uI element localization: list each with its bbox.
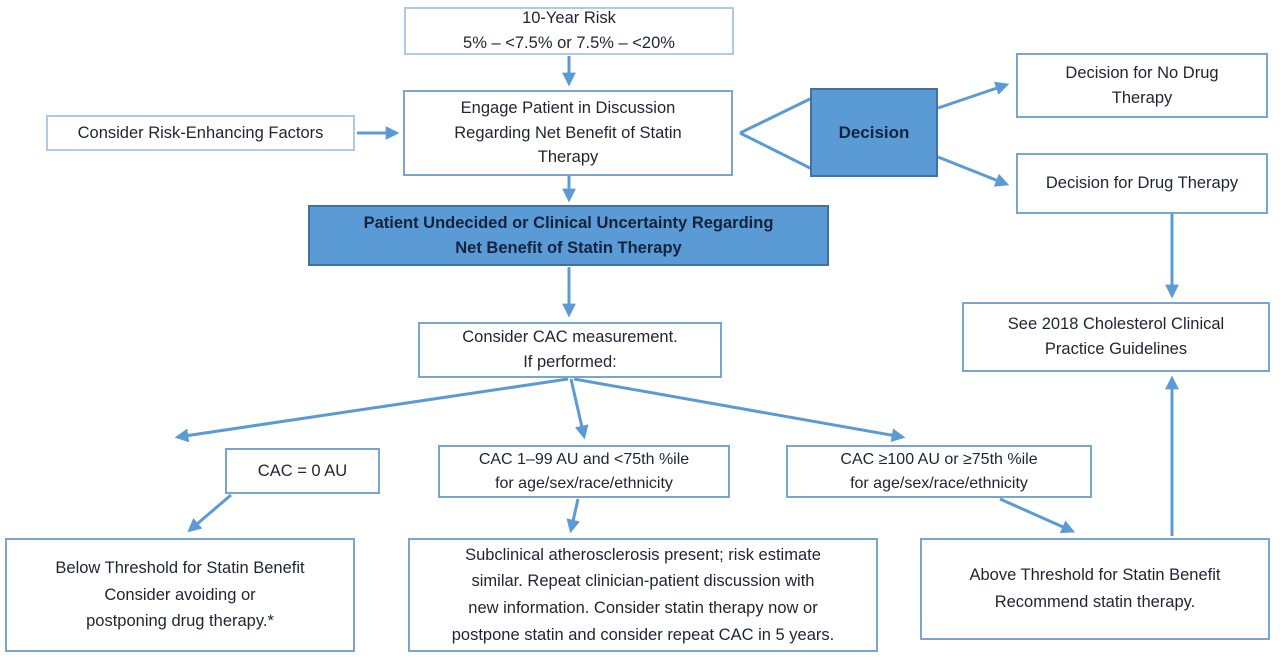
arrow-cac-to-caclow: [569, 378, 589, 440]
node-cac-1-99: CAC 1–99 AU and <75th %ile for age/sex/r…: [438, 445, 730, 498]
cac-line-1: Consider CAC measurement.: [462, 328, 678, 347]
arrow-caczero-to-below: [187, 493, 232, 533]
cac-high-line-2: for age/sex/race/ethnicity: [850, 474, 1028, 492]
guidelines-line-1: See 2018 Cholesterol Clinical: [1007, 315, 1225, 334]
engage-line-1: Engage Patient in Discussion: [460, 98, 676, 117]
undecided-line-1: Patient Undecided or Clinical Uncertaint…: [363, 213, 774, 232]
node-cac-zero: CAC = 0 AU: [225, 448, 380, 494]
drug-label: Decision for Drug Therapy: [1045, 174, 1239, 193]
above-line-2: Recommend statin therapy.: [994, 593, 1196, 611]
decision-label: Decision: [838, 122, 910, 142]
node-subclinical-atherosclerosis: Subclinical atherosclerosis present; ris…: [408, 538, 878, 652]
subclinical-line-4: postpone statin and consider repeat CAC …: [451, 625, 835, 644]
arrow-decision-to-drug: [937, 155, 1010, 187]
below-line-3: postponing drug therapy.*: [86, 612, 274, 631]
arrow-cac-to-caczero: [174, 377, 569, 443]
arrow-caclow-to-subclinical: [566, 498, 581, 534]
line-engage-to-decision-top: [739, 96, 813, 135]
cac-low-line-1: CAC 1–99 AU and <75th %ile: [478, 451, 690, 469]
risk-factors-label: Consider Risk-Enhancing Factors: [77, 123, 324, 142]
above-line-1: Above Threshold for Statin Benefit: [969, 566, 1221, 585]
engage-line-3: Therapy: [537, 148, 599, 167]
cac-zero-label: CAC = 0 AU: [257, 461, 348, 480]
undecided-line-2: Net Benefit of Statin Therapy: [455, 238, 682, 257]
node-above-threshold: Above Threshold for Statin Benefit Recom…: [920, 538, 1270, 640]
node-cac-100-plus: CAC ≥100 AU or ≥75th %ile for age/sex/ra…: [786, 445, 1092, 498]
subclinical-line-2: similar. Repeat clinician-patient discus…: [471, 572, 815, 591]
node-ten-year-risk: 10-Year Risk 5% – <7.5% or 7.5% – <20%: [404, 7, 734, 55]
guidelines-line-2: Practice Guidelines: [1044, 340, 1188, 358]
cac-low-line-2: for age/sex/race/ethnicity: [495, 474, 673, 492]
node-see-2018-guidelines: See 2018 Cholesterol Clinical Practice G…: [962, 302, 1270, 372]
arrow-cachigh-to-above: [999, 497, 1076, 534]
node-decision-drug-therapy: Decision for Drug Therapy: [1016, 153, 1268, 214]
risk-line-2: 5% – <7.5% or 7.5% – <20%: [463, 34, 675, 52]
subclinical-line-3: new information. Consider statin therapy…: [468, 599, 818, 617]
risk-line-1: 10-Year Risk: [522, 9, 616, 28]
below-line-2: Consider avoiding or: [104, 585, 256, 604]
node-decision-no-drug-therapy: Decision for No Drug Therapy: [1016, 53, 1268, 118]
subclinical-line-1: Subclinical atherosclerosis present; ris…: [465, 545, 821, 564]
node-consider-cac: Consider CAC measurement. If performed:: [418, 322, 722, 378]
node-patient-undecided: Patient Undecided or Clinical Uncertaint…: [308, 205, 829, 266]
node-below-threshold: Below Threshold for Statin Benefit Consi…: [5, 538, 355, 652]
cac-high-line-1: CAC ≥100 AU or ≥75th %ile: [840, 451, 1038, 469]
below-line-1: Below Threshold for Statin Benefit: [55, 558, 305, 577]
no-drug-line-2: Therapy: [1111, 88, 1173, 107]
no-drug-line-1: Decision for No Drug: [1065, 63, 1219, 82]
arrow-cac-to-cachigh: [573, 377, 906, 442]
node-decision: Decision: [810, 88, 938, 177]
cac-line-2: If performed:: [523, 353, 617, 371]
node-risk-enhancing-factors: Consider Risk-Enhancing Factors: [46, 115, 355, 151]
engage-line-2: Regarding Net Benefit of Statin: [454, 123, 682, 142]
line-engage-to-decision-bottom: [739, 131, 813, 171]
node-engage-patient: Engage Patient in Discussion Regarding N…: [403, 90, 733, 176]
arrow-decision-to-nodrug: [937, 81, 1010, 110]
